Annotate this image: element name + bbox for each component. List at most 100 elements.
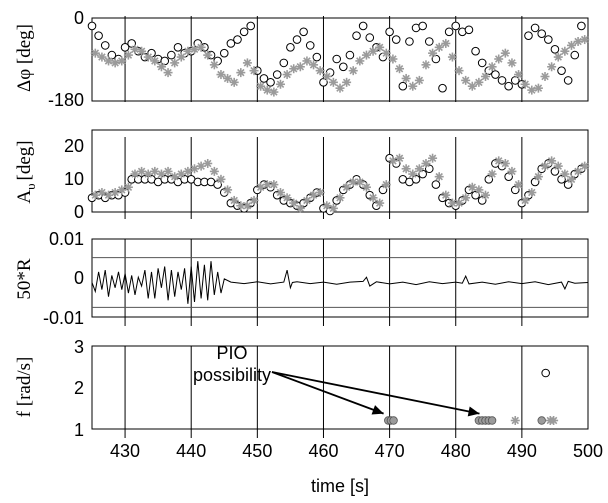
data-point-star [375,198,385,208]
data-point-circle [418,169,427,179]
data-point-star-stroke [263,86,272,94]
data-point-star [203,50,213,60]
data-point-star-stroke [549,416,558,425]
data-point-star [242,58,252,68]
data-point-star [428,48,438,58]
data-point-star-stroke [349,178,357,186]
data-point-circle [464,25,474,35]
data-point-star-stroke [177,53,186,61]
data-point-star [368,193,378,203]
ytick-label: 0 [74,8,84,28]
ytick-label: 0 [74,202,84,222]
data-point-circle [305,41,315,50]
data-point-star-stroke [270,88,278,96]
data-point-star-stroke [203,159,212,168]
data-point-star-stroke [203,51,212,59]
data-point-star-stroke [508,59,516,67]
data-point-star-stroke [217,175,225,184]
data-point-star [295,62,305,72]
data-point-star [355,177,365,187]
data-point-circle [345,50,355,60]
data-point-star [527,85,537,95]
data-point-circle [352,31,361,40]
data-point-star-stroke [323,72,331,81]
data-point-star [566,40,576,50]
data-point-star-stroke [137,167,146,176]
data-point-circle [471,190,480,200]
data-point-star-stroke [316,188,324,197]
data-point-circle [431,180,441,189]
data-point-star-stroke [98,53,106,61]
data-point-star-stroke [98,188,106,197]
data-point-star [104,190,114,200]
data-point-circle [438,83,447,93]
data-point-circle [272,70,282,79]
ytick-label: 10 [64,169,84,189]
data-point-star-stroke [276,188,285,197]
data-point-star-stroke [369,194,377,202]
data-point-star-stroke [461,76,470,85]
data-point-star [269,180,279,190]
data-point-star-stroke [521,196,529,205]
data-point-circle [226,39,236,48]
ytick-label: 0 [74,268,84,288]
annotation-arrow-head [371,405,384,415]
data-point-star [421,158,431,168]
data-point-star-stroke [528,188,536,197]
data-point-star-stroke [164,68,172,77]
data-point-star [236,68,246,78]
data-point-star [474,185,484,195]
ytick-label: -180 [48,90,84,110]
data-point-circle [530,177,540,187]
data-point-star-stroke [131,45,139,54]
data-point-circle [504,81,513,91]
panel-phase-difference-marks [87,21,590,97]
data-point-star-stroke [217,70,225,79]
data-point-circle [127,39,136,48]
data-point-star-stroke [250,196,258,205]
data-point-star [123,50,133,60]
data-point-circle [570,50,580,60]
data-point-star [342,77,352,87]
data-point-star [401,164,411,174]
panel-frequency-marks [384,368,559,425]
data-point-star-stroke [541,72,549,81]
data-point-circle [365,33,375,42]
data-point-circle [219,48,229,58]
data-point-star-stroke [104,57,113,65]
data-point-star-stroke [442,191,450,199]
data-point-star-stroke [428,154,437,162]
data-point-star-stroke [541,162,549,170]
ytick-label: 20 [64,136,84,156]
data-point-star-stroke [554,162,562,170]
data-point-circle [444,27,454,37]
data-point-star-stroke [356,57,364,65]
data-point-star-stroke [402,165,410,173]
data-point-circle [563,180,573,189]
data-point-circle [497,76,507,85]
data-point-star [514,180,524,190]
data-point-star [315,188,325,198]
data-point-star [256,81,266,91]
data-point-star [553,161,563,171]
data-point-star [163,68,173,78]
ytick-label: 2 [74,378,84,398]
ytick-label: 3 [74,337,84,357]
xtick-label: 450 [242,441,272,461]
data-point-star-stroke [435,172,443,181]
data-point-star-stroke [342,78,351,87]
y-axis-label: Δφ [deg] [14,24,35,92]
annotation-line-1: PIO [216,343,247,363]
data-point-star-stroke [223,186,232,194]
data-point-star [209,60,219,70]
data-point-star [441,190,451,200]
data-point-circle [504,172,513,181]
data-point-star-stroke [237,68,245,77]
data-point-star [110,58,120,68]
data-point-star [547,62,557,72]
data-point-star-stroke [567,41,576,50]
data-point-star [527,188,537,198]
data-point-star [209,166,219,176]
data-point-star [480,72,490,81]
data-point-circle [87,21,97,31]
